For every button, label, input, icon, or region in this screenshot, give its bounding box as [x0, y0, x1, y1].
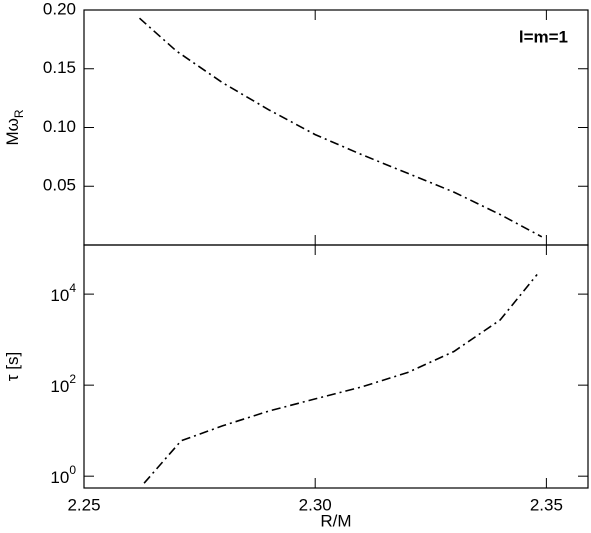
- y-tick-label: 0.10: [43, 117, 76, 136]
- plot-frame: [83, 9, 589, 246]
- y-tick-exponent: 4: [69, 281, 76, 295]
- y-axis-label: MωR: [3, 109, 26, 145]
- y-tick-label: 0.15: [43, 58, 76, 77]
- y-axis-label: τ [s]: [3, 352, 22, 381]
- y-tick-exponent: 0: [69, 463, 76, 477]
- y-tick-label: 100: [50, 463, 76, 487]
- y-label-text: Mω: [3, 118, 22, 145]
- y-tick-label: 0.20: [43, 0, 76, 18]
- y-tick-base: 10: [50, 287, 69, 306]
- data-line: [143, 273, 538, 484]
- annotation: l=m=1: [519, 27, 568, 46]
- x-tick-label: 2.25: [67, 495, 100, 514]
- y-label-sub: R: [12, 109, 26, 118]
- x-tick-label: 2.35: [530, 495, 563, 514]
- y-tick-base: 10: [50, 378, 69, 397]
- y-tick-label: 0.05: [43, 176, 76, 195]
- y-tick-label: 104: [50, 281, 76, 305]
- y-label-text: τ [s]: [3, 352, 22, 381]
- x-axis-label: R/M: [320, 511, 351, 530]
- plot-frame: [83, 244, 589, 489]
- data-line: [138, 17, 543, 238]
- y-tick-base: 10: [50, 469, 69, 488]
- y-tick-label: 102: [50, 372, 76, 396]
- x-tick-label: 2.30: [299, 495, 332, 514]
- y-tick-exponent: 2: [69, 372, 76, 386]
